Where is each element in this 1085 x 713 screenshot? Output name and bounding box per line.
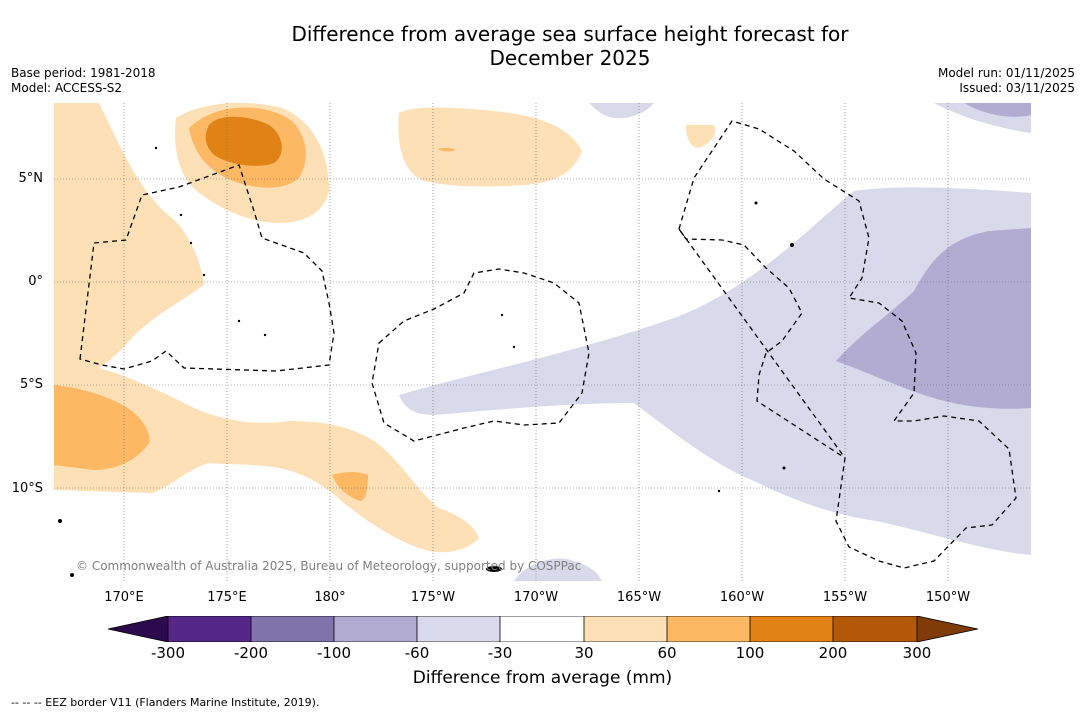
meta-left: Base period: 1981-2018 Model: ACCESS-S2 bbox=[11, 66, 156, 96]
island bbox=[154, 146, 158, 150]
eez-border-cook-islands-north bbox=[678, 120, 1017, 569]
island bbox=[179, 213, 183, 217]
island bbox=[500, 313, 504, 317]
colorbar-svg bbox=[107, 615, 979, 643]
island bbox=[512, 345, 516, 349]
eez-border-line-islands bbox=[678, 228, 846, 459]
colorbar-tick: -200 bbox=[233, 644, 269, 662]
anomaly-region-light-purple-bottom bbox=[514, 558, 602, 581]
meta-right: Model run: 01/11/2025 Issued: 03/11/2025 bbox=[938, 66, 1075, 96]
colorbar-tick: -30 bbox=[487, 644, 513, 662]
islands bbox=[58, 146, 794, 577]
lon-label-170w: 170°W bbox=[513, 590, 559, 605]
eez-border-tuvalu bbox=[79, 164, 335, 372]
colorbar-extend-below bbox=[108, 616, 168, 642]
colorbar-extend-above bbox=[917, 616, 978, 642]
lon-label-160w: 160°W bbox=[719, 590, 765, 605]
island bbox=[237, 319, 241, 323]
map-title-line2: December 2025 bbox=[489, 46, 651, 70]
map-plot-area bbox=[54, 103, 1031, 581]
anomaly-region-medium-orange-spot bbox=[438, 147, 456, 152]
map-svg bbox=[54, 103, 1031, 581]
island bbox=[754, 201, 758, 205]
island bbox=[202, 273, 206, 277]
anomaly-region-medium-purple bbox=[836, 228, 1031, 409]
eez-border-tokelau bbox=[371, 268, 590, 442]
issued-date: Issued: 03/11/2025 bbox=[959, 81, 1075, 95]
island bbox=[717, 489, 721, 493]
anomaly-region-medium-purple-top bbox=[964, 103, 1031, 117]
anomaly-region-medium-orange-south bbox=[332, 472, 368, 501]
anomaly-region-light-purple-main bbox=[399, 187, 1031, 555]
map-title-line1: Difference from average sea surface heig… bbox=[291, 22, 849, 46]
lon-label-165w: 165°W bbox=[616, 590, 662, 605]
colorbar-bin-3 bbox=[334, 616, 417, 642]
colorbar-tick: 60 bbox=[657, 644, 677, 662]
colorbar-tick: 100 bbox=[735, 644, 765, 662]
lat-label-5s: 5°S bbox=[19, 377, 43, 392]
colorbar-tick: 30 bbox=[574, 644, 594, 662]
eez-legend-note: -- -- -- EEZ border V11 (Flanders Marine… bbox=[11, 696, 320, 709]
island bbox=[486, 566, 502, 572]
colorbar-bin-9 bbox=[833, 616, 917, 642]
lon-label-175e: 175°E bbox=[207, 590, 247, 605]
colorbar-bin-7 bbox=[667, 616, 750, 642]
map-title: Difference from average sea surface heig… bbox=[0, 22, 1085, 70]
colorbar-bin-5 bbox=[500, 616, 584, 642]
lon-label-175w: 175°W bbox=[410, 590, 456, 605]
colorbar-tick: 200 bbox=[818, 644, 848, 662]
colorbar-tick: -100 bbox=[316, 644, 352, 662]
island bbox=[263, 333, 267, 337]
eez-borders bbox=[79, 120, 1017, 569]
colorbar-bin-4 bbox=[417, 616, 500, 642]
lat-label-5n: 5°N bbox=[18, 171, 44, 186]
lon-label-170e: 170°E bbox=[104, 590, 144, 605]
model-run: Model run: 01/11/2025 bbox=[937, 66, 1075, 80]
island bbox=[782, 466, 786, 470]
anomaly-region-light-purple-top bbox=[589, 103, 654, 119]
anomaly-region-medium-orange-west bbox=[54, 385, 150, 470]
island bbox=[189, 241, 193, 245]
colorbar-tick: -60 bbox=[404, 644, 430, 662]
anomaly-region-light-orange-southwest bbox=[54, 368, 479, 553]
island bbox=[58, 519, 62, 523]
colorbar-label: Difference from average (mm) bbox=[412, 668, 673, 688]
base-period: Base period: 1981-2018 bbox=[11, 66, 156, 80]
island bbox=[790, 243, 794, 247]
colorbar-tick: 300 bbox=[902, 644, 932, 662]
anomaly-region-light-orange-small bbox=[686, 125, 716, 148]
model-name: Model: ACCESS-S2 bbox=[11, 81, 123, 95]
colorbar-bin-2 bbox=[251, 616, 334, 642]
lon-label-155w: 155°W bbox=[822, 590, 868, 605]
lon-label-150w: 150°W bbox=[925, 590, 971, 605]
colorbar-tick: -300 bbox=[150, 644, 186, 662]
colorbar-bin-1 bbox=[168, 616, 251, 642]
copyright-notice: © Commonwealth of Australia 2025, Bureau… bbox=[76, 559, 582, 573]
anomaly-region-dark-orange bbox=[205, 116, 282, 166]
anomaly-region-light-orange-west bbox=[54, 103, 204, 368]
colorbar-bin-8 bbox=[750, 616, 833, 642]
colorbar bbox=[107, 615, 979, 643]
colorbar-bin-6 bbox=[584, 616, 667, 642]
lat-label-10s: 10°S bbox=[11, 481, 43, 496]
island bbox=[70, 573, 74, 577]
lat-label-0: 0° bbox=[28, 274, 43, 289]
lat-gridlines bbox=[54, 178, 1031, 489]
lon-label-180: 180° bbox=[314, 590, 346, 605]
